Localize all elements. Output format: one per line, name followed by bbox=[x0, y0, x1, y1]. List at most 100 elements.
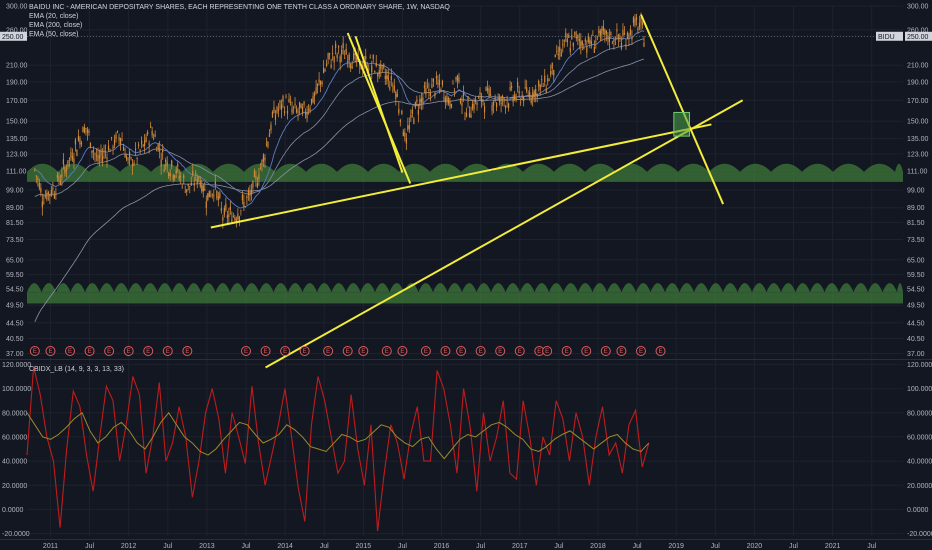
time-tick-label[interactable]: Jul bbox=[711, 543, 720, 550]
price-tick-label[interactable]: 81.50 bbox=[907, 220, 925, 227]
price-tick-label[interactable]: 260.00 bbox=[907, 27, 929, 34]
price-tick-label[interactable]: 89.00 bbox=[907, 205, 925, 212]
time-tick-label[interactable]: 2013 bbox=[199, 543, 215, 550]
ema50-legend[interactable]: EMA (50, close) bbox=[29, 31, 79, 38]
earnings-marker[interactable]: E bbox=[475, 346, 486, 356]
time-tick-label[interactable]: 2017 bbox=[512, 543, 528, 550]
price-tick-label[interactable]: 73.50 bbox=[907, 237, 925, 244]
time-tick-label[interactable]: Jul bbox=[163, 543, 172, 550]
time-tick-label[interactable]: 2014 bbox=[277, 543, 293, 550]
osc-tick-label[interactable]: 120.0000 bbox=[907, 362, 932, 369]
price-tick-label[interactable]: 65.00 bbox=[907, 257, 925, 264]
time-tick-label[interactable]: 2019 bbox=[668, 543, 684, 550]
earnings-marker[interactable]: E bbox=[260, 346, 271, 356]
trendline[interactable] bbox=[265, 99, 744, 369]
osc-tick-label[interactable]: 80.0000 bbox=[907, 410, 932, 417]
price-tick-label[interactable]: 300.00 bbox=[907, 4, 929, 11]
earnings-marker[interactable]: E bbox=[123, 346, 134, 356]
time-tick-label[interactable]: Jul bbox=[633, 543, 642, 550]
time-tick-label[interactable]: Jul bbox=[85, 543, 94, 550]
time-tick-label[interactable]: Jul bbox=[554, 543, 563, 550]
candle bbox=[183, 173, 185, 185]
price-tick-label[interactable]: 40.50 bbox=[907, 336, 925, 343]
earnings-marker[interactable]: E bbox=[104, 346, 115, 356]
earnings-marker[interactable]: E bbox=[381, 346, 392, 356]
ema200-legend[interactable]: EMA (200, close) bbox=[29, 22, 83, 29]
trendline[interactable] bbox=[640, 14, 725, 205]
time-tick-label[interactable]: Jul bbox=[789, 543, 798, 550]
earnings-marker[interactable]: E bbox=[514, 346, 525, 356]
highlight-box[interactable] bbox=[673, 111, 690, 137]
time-tick-label[interactable]: 2016 bbox=[434, 543, 450, 550]
earnings-marker[interactable]: E bbox=[495, 346, 506, 356]
earnings-marker[interactable]: E bbox=[616, 346, 627, 356]
price-tick-label[interactable]: 99.00 bbox=[907, 188, 925, 195]
earnings-marker[interactable]: E bbox=[456, 346, 467, 356]
time-tick-label[interactable]: Jul bbox=[476, 543, 485, 550]
earnings-marker[interactable]: E bbox=[655, 346, 666, 356]
earnings-marker[interactable]: E bbox=[65, 346, 76, 356]
trendline[interactable] bbox=[354, 35, 404, 173]
osc-axis-right[interactable]: 120.0000 100.0000 80.0000 60.0000 40.0000 20.… bbox=[907, 362, 932, 538]
earnings-marker[interactable]: E bbox=[162, 346, 173, 356]
osc-tick-label[interactable]: 20.0000 bbox=[907, 483, 932, 490]
earnings-marker[interactable]: E bbox=[241, 346, 251, 356]
time-tick-label[interactable]: 2021 bbox=[825, 543, 841, 550]
oscillator-legend[interactable]: CBIDX_LB (14, 9, 3, 3, 13, 33) bbox=[29, 366, 124, 373]
time-tick-label[interactable]: Jul bbox=[242, 543, 251, 550]
price-axis-right[interactable]: 300.00 260.00250.00 210.00 190.00 170.00 150.… bbox=[907, 4, 929, 358]
earnings-marker[interactable]: E bbox=[600, 346, 611, 356]
trendline[interactable] bbox=[210, 123, 712, 229]
earnings-marker[interactable]: E bbox=[358, 346, 369, 356]
osc-tick-label[interactable]: 100.0000 bbox=[907, 386, 932, 393]
price-tick-label[interactable]: 37.00 bbox=[907, 351, 925, 358]
price-tick-label[interactable]: 210.00 bbox=[907, 63, 929, 70]
earnings-marker[interactable]: E bbox=[581, 346, 592, 356]
earnings-marker[interactable]: E bbox=[182, 346, 193, 356]
time-axis[interactable]: 2011 Jul 2012 Jul 2013 Jul 2014 Jul 2015 Jul 2016 J… bbox=[0, 539, 932, 550]
candle-body bbox=[347, 61, 349, 63]
osc-tick-label[interactable]: 60.0000 bbox=[907, 434, 932, 441]
highlight-rectangle[interactable] bbox=[673, 111, 690, 137]
price-tick-label[interactable]: 44.50 bbox=[907, 320, 925, 327]
earnings-marker[interactable]: E bbox=[420, 346, 431, 356]
earnings-marker[interactable]: E bbox=[542, 346, 553, 356]
earnings-marker[interactable]: E bbox=[29, 346, 40, 356]
osc-tick-label[interactable]: -20.0000 bbox=[907, 531, 932, 538]
ema20-legend[interactable]: EMA (20, close) bbox=[29, 13, 79, 20]
earnings-marker[interactable]: E bbox=[299, 346, 310, 356]
price-tick-label[interactable]: 150.00 bbox=[907, 119, 929, 126]
price-tick-label[interactable]: 190.00 bbox=[907, 79, 929, 86]
time-tick-label[interactable]: 2011 bbox=[43, 543, 58, 550]
price-tick-label[interactable]: 49.50 bbox=[907, 303, 925, 310]
price-tick-label[interactable]: 111.00 bbox=[907, 169, 927, 176]
time-tick-label[interactable]: 2015 bbox=[356, 543, 372, 550]
earnings-marker[interactable]: E bbox=[45, 346, 56, 356]
trendline[interactable] bbox=[346, 32, 412, 184]
price-tick-label[interactable]: 54.50 bbox=[907, 287, 925, 294]
time-tick-label[interactable]: 2018 bbox=[590, 543, 606, 550]
earnings-marker[interactable]: E bbox=[84, 346, 95, 356]
time-tick-label[interactable]: Jul bbox=[320, 543, 329, 550]
time-tick-label[interactable]: Jul bbox=[867, 543, 876, 550]
time-tick-label[interactable]: 2012 bbox=[121, 543, 137, 550]
price-tick-label[interactable]: 135.00 bbox=[907, 136, 929, 143]
time-tick-label[interactable]: Jul bbox=[398, 543, 407, 550]
earnings-marker[interactable]: E bbox=[342, 346, 353, 356]
osc-tick-label[interactable]: 40.0000 bbox=[907, 459, 932, 466]
time-tick-label[interactable]: 2020 bbox=[747, 543, 763, 550]
price-tick-label[interactable]: 59.50 bbox=[907, 272, 925, 279]
trendlines[interactable] bbox=[210, 14, 744, 369]
price-tick-label[interactable]: 123.00 bbox=[907, 152, 929, 159]
earnings-marker[interactable]: E bbox=[143, 346, 154, 356]
earnings-marker[interactable]: E bbox=[561, 346, 572, 356]
osc-tick-label[interactable]: 0.0000 bbox=[907, 507, 929, 514]
earnings-marker[interactable]: E bbox=[280, 346, 291, 356]
price-tick-label[interactable]: 170.00 bbox=[907, 98, 929, 105]
earnings-marker[interactable]: E bbox=[635, 346, 646, 356]
earnings-marker[interactable]: E bbox=[440, 346, 451, 356]
earnings-marker[interactable]: E bbox=[323, 346, 334, 356]
earnings-marker[interactable]: E bbox=[397, 346, 408, 356]
